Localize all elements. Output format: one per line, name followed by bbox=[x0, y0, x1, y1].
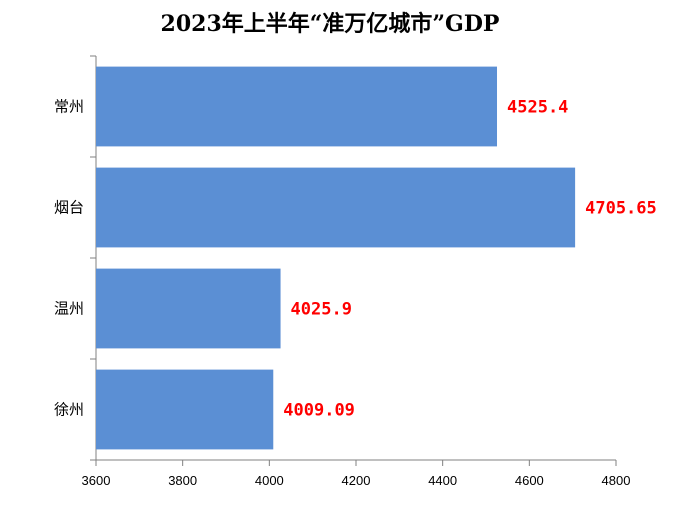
category-label: 烟台 bbox=[54, 199, 84, 217]
category-label: 温州 bbox=[54, 300, 84, 318]
x-tick-label: 3600 bbox=[82, 473, 111, 488]
x-tick-label: 4200 bbox=[342, 473, 371, 488]
bar bbox=[96, 167, 576, 248]
data-label: 4705.65 bbox=[585, 199, 657, 219]
bar bbox=[96, 268, 281, 349]
category-label: 常州 bbox=[54, 98, 84, 116]
x-tick-label: 4800 bbox=[602, 473, 631, 488]
bar bbox=[96, 369, 274, 450]
bars-group bbox=[96, 66, 576, 450]
x-tick-labels: 3600 3800 4000 4200 4400 4600 4800 bbox=[82, 473, 631, 488]
data-label: 4009.09 bbox=[283, 401, 355, 421]
data-label: 4025.9 bbox=[291, 300, 352, 320]
data-label: 4525.4 bbox=[507, 98, 568, 118]
x-tick-label: 4600 bbox=[515, 473, 544, 488]
x-tick-label: 3800 bbox=[168, 473, 197, 488]
chart-title: 2023年上半年“准万亿城市”GDP bbox=[161, 11, 500, 37]
category-label: 徐州 bbox=[54, 401, 84, 419]
data-labels: 4525.4 4705.65 4025.9 4009.09 bbox=[283, 98, 656, 421]
x-tick-label: 4400 bbox=[428, 473, 457, 488]
bar bbox=[96, 66, 498, 147]
x-tick-label: 4000 bbox=[255, 473, 284, 488]
